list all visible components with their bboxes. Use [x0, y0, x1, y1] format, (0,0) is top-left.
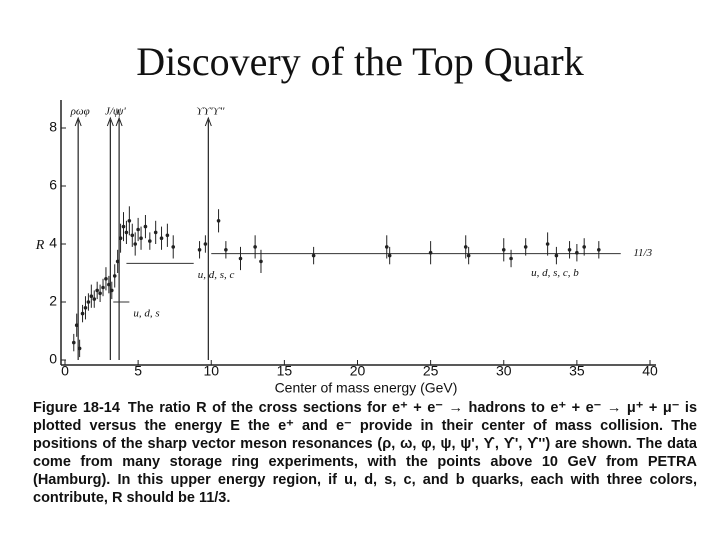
data-point	[171, 245, 176, 249]
data-point	[509, 256, 513, 261]
data-point	[582, 245, 586, 249]
resonance-label: ϒϒ'ϒ''	[196, 106, 225, 118]
x-tick-label: 10	[203, 363, 219, 379]
data-point	[143, 224, 148, 229]
data-point	[428, 250, 433, 255]
y-axis-label: R	[35, 238, 45, 253]
data-point	[77, 346, 82, 351]
x-tick-label: 30	[496, 363, 512, 379]
data-point	[224, 248, 228, 252]
data-point	[112, 274, 117, 278]
data-point	[80, 311, 85, 316]
data-point	[148, 239, 152, 243]
data-point	[259, 259, 263, 264]
data-point	[197, 248, 202, 252]
x-tick-label: 35	[569, 363, 585, 379]
data-point	[466, 253, 471, 258]
data-point	[98, 291, 102, 296]
data-point	[384, 245, 389, 249]
data-point	[89, 294, 94, 299]
data-point	[101, 285, 105, 290]
y-tick-label: 2	[49, 293, 57, 309]
data-point	[86, 300, 91, 304]
data-point	[136, 227, 140, 232]
data-point	[121, 224, 126, 229]
y-tick-label: 8	[49, 119, 57, 135]
data-point	[104, 277, 108, 281]
data-point	[253, 245, 257, 249]
data-point	[71, 340, 76, 345]
x-tick-label: 0	[61, 363, 69, 379]
data-point	[127, 219, 132, 223]
caption-text: The ratio R of the cross sections for e⁺…	[33, 400, 698, 506]
data-point	[95, 288, 99, 293]
chart-title: Discovery of the Top Quark	[136, 39, 583, 84]
x-tick-label: 40	[642, 363, 658, 379]
x-tick-label: 5	[134, 363, 142, 379]
level-label: u, d, s, c	[198, 269, 235, 281]
resonance-arrow	[74, 116, 82, 127]
data-point	[74, 323, 79, 328]
data-point	[523, 245, 528, 249]
resonance-arrow	[115, 116, 123, 127]
y-tick-label: 0	[49, 351, 57, 367]
level-label: u, d, s, c, b	[531, 267, 579, 279]
caption-label: Figure 18-14	[33, 400, 120, 416]
data-point	[92, 297, 97, 301]
data-point	[575, 250, 579, 255]
level-label: u, d, s	[133, 308, 159, 320]
data-point	[216, 219, 221, 223]
resonance-arrow	[204, 116, 212, 127]
caption: Figure 18-14 The ratio R of the cross sec…	[33, 399, 697, 507]
resonance-label: J/ψ	[105, 106, 120, 118]
data-point	[159, 236, 164, 240]
data-point	[115, 259, 120, 264]
x-tick-label: 15	[277, 363, 293, 379]
x-tick-label: 20	[350, 363, 366, 379]
data-point	[597, 248, 601, 252]
data-point	[203, 242, 208, 246]
resonance-arrow	[106, 116, 114, 127]
level-value-label: 11/3	[633, 247, 652, 259]
x-tick-label: 25	[423, 363, 439, 379]
data-point	[165, 233, 170, 238]
data-point	[107, 282, 111, 287]
data-point	[153, 230, 158, 235]
data-point	[311, 253, 316, 258]
data-point	[133, 242, 137, 246]
data-point	[139, 236, 143, 240]
resonance-label: ψ'	[117, 106, 127, 118]
y-tick-label: 6	[49, 177, 57, 193]
data-point	[501, 248, 506, 252]
y-tick-label: 4	[49, 235, 57, 251]
data-point	[545, 242, 550, 246]
data-point	[238, 256, 243, 261]
data-point	[130, 233, 135, 238]
data-point	[83, 306, 88, 310]
data-point	[554, 253, 559, 258]
data-point	[463, 245, 468, 249]
data-point	[118, 236, 123, 240]
x-axis-label: Center of mass energy (GeV)	[275, 380, 458, 396]
data-point	[387, 253, 392, 258]
data-point	[124, 230, 129, 235]
data-point	[110, 288, 114, 293]
resonance-label: ρωφ	[70, 106, 90, 118]
data-point	[567, 248, 572, 252]
